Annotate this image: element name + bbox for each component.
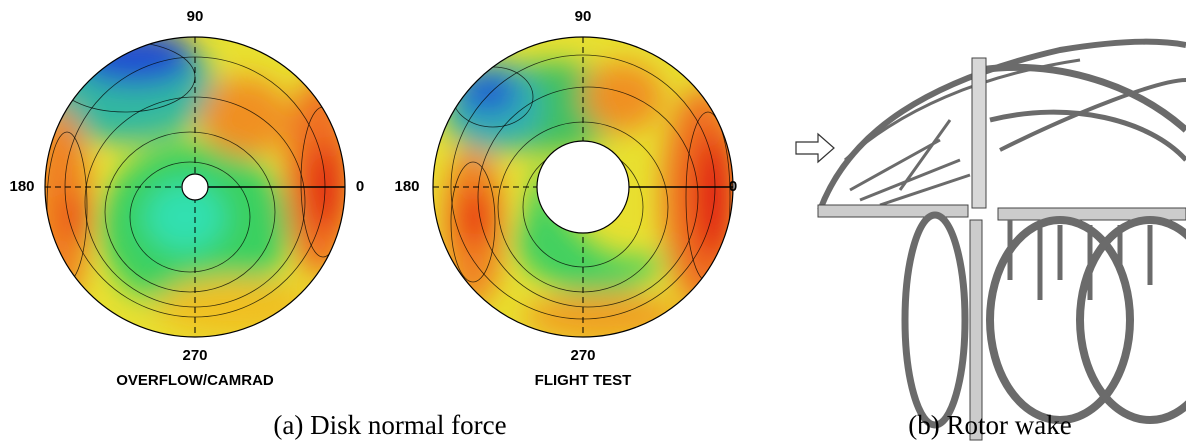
rotor-wake-image — [796, 42, 1186, 440]
angle-label: 0 — [729, 178, 737, 195]
figure: 90 180 0 270 OVERFLOW/CAMRAD — [0, 0, 1186, 445]
plot-label: FLIGHT TEST — [535, 372, 632, 389]
disk-plot — [30, 27, 355, 347]
caption: (b) Rotor wake — [908, 410, 1071, 440]
plot-label: OVERFLOW/CAMRAD — [116, 372, 274, 389]
angle-label: 0 — [356, 178, 364, 195]
angle-label: 180 — [394, 178, 419, 195]
angle-label: 270 — [570, 347, 595, 364]
angle-label: 180 — [9, 178, 34, 195]
caption: (a) Disk normal force — [273, 410, 506, 440]
angle-label: 270 — [182, 347, 207, 364]
angle-label: 90 — [187, 8, 204, 25]
angle-label: 90 — [575, 8, 592, 25]
disk-plot — [423, 27, 743, 347]
